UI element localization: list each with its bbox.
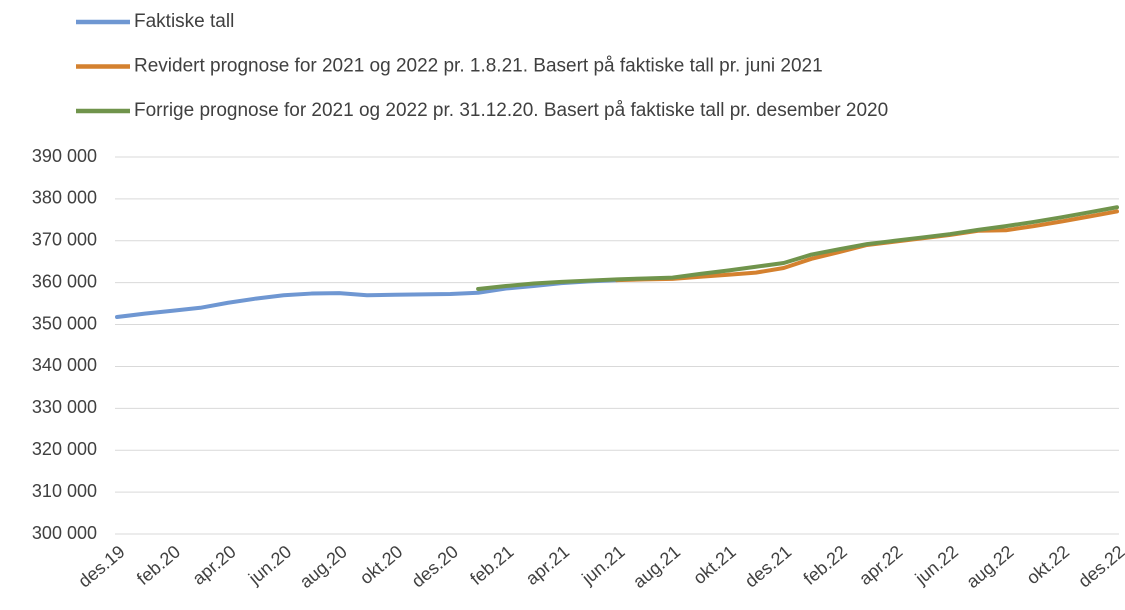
- x-tick-label: feb.22: [800, 541, 851, 588]
- x-tick-label: apr.22: [855, 541, 906, 588]
- x-tick-label: des.21: [741, 541, 795, 591]
- x-tick-label: des.22: [1074, 541, 1125, 591]
- y-tick-label: 330 000: [32, 397, 97, 417]
- x-tick-label: aug.20: [296, 541, 351, 592]
- y-tick-label: 310 000: [32, 481, 97, 501]
- legend-label: Faktiske tall: [134, 11, 234, 32]
- x-tick-label: okt.20: [356, 541, 406, 588]
- x-tick-label: apr.20: [189, 541, 240, 588]
- x-tick-label: feb.20: [133, 541, 184, 588]
- x-tick-label: aug.22: [962, 541, 1017, 592]
- x-tick-label: des.20: [408, 541, 462, 591]
- series-line: [115, 278, 619, 320]
- x-tick-label: des.19: [74, 541, 128, 591]
- y-tick-label: 390 000: [32, 146, 97, 166]
- y-tick-label: 350 000: [32, 313, 97, 333]
- legend-label: Forrige prognose for 2021 og 2022 pr. 31…: [134, 100, 888, 121]
- x-tick-label: jun.22: [911, 541, 962, 588]
- x-tick-label: jun.20: [244, 541, 295, 588]
- x-tick-label: feb.21: [466, 541, 517, 588]
- series-line: [476, 205, 1119, 291]
- x-tick-label: aug.21: [629, 541, 684, 592]
- x-tick-label: jun.21: [577, 541, 628, 588]
- x-tick-label: okt.21: [689, 541, 739, 588]
- y-tick-label: 380 000: [32, 188, 97, 208]
- y-tick-label: 300 000: [32, 523, 97, 543]
- y-tick-label: 370 000: [32, 230, 97, 250]
- y-tick-label: 340 000: [32, 355, 97, 375]
- y-tick-label: 360 000: [32, 271, 97, 291]
- x-tick-label: okt.22: [1023, 541, 1073, 588]
- y-tick-label: 320 000: [32, 439, 97, 459]
- x-tick-label: apr.21: [522, 541, 573, 588]
- legend-label: Revidert prognose for 2021 og 2022 pr. 1…: [134, 56, 823, 77]
